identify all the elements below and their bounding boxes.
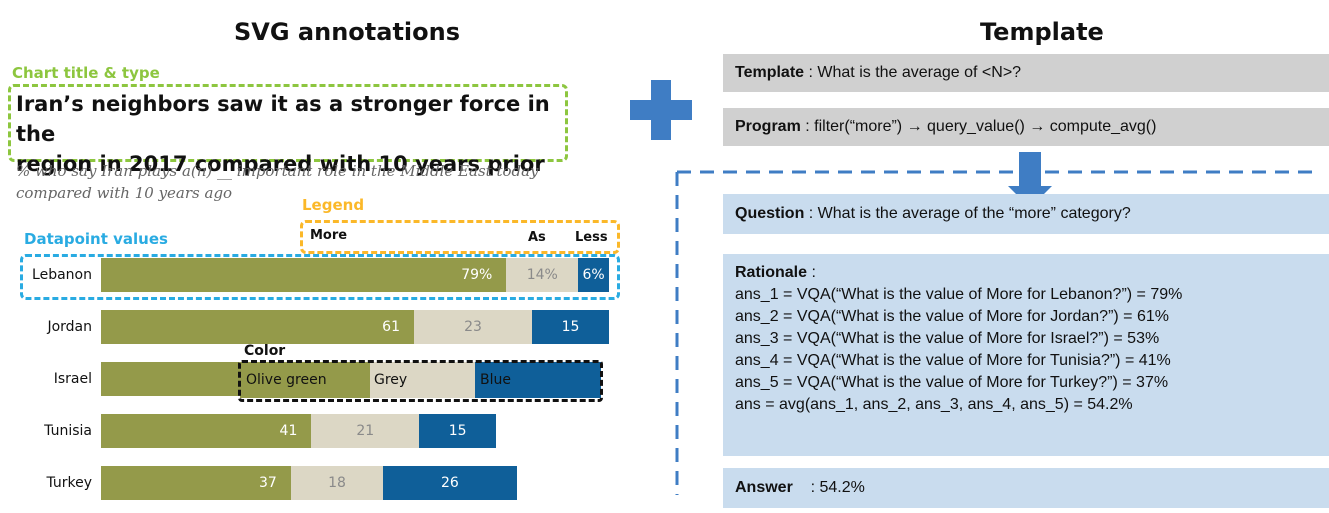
category-label-israel: Israel: [53, 371, 92, 387]
rationale-box: Rationale : ans_1 = VQA(“What is the val…: [723, 254, 1329, 456]
data-label-less-lebanon: 6%: [582, 267, 605, 283]
chart-subtitle-line-1: % who say Iran plays a(n) __ important r…: [16, 162, 539, 180]
data-label-as-turkey: 18: [328, 475, 346, 491]
program-box: Program : filter(“more”) → query_value()…: [723, 108, 1329, 146]
answer-box: Answer : 54.2%: [723, 468, 1329, 508]
rationale-label: Rationale: [735, 264, 808, 281]
data-label-less-turkey: 26: [441, 475, 459, 491]
israel-color-segments: Olive green Grey Blue: [240, 362, 601, 398]
stacked-bar-chart: Lebanon 79% 14% 6% Jordan 61 23 15 Israel Tunisia…: [0, 0, 620, 513]
legend-item-as: As: [528, 230, 546, 245]
color-sample-grey: [370, 362, 475, 398]
template-label: Template: [735, 64, 805, 81]
legend-item-more: More: [310, 228, 348, 243]
rationale-line: ans_3 = VQA(“What is the value of More f…: [735, 330, 1160, 347]
question-box: Question : What is the average of the “m…: [723, 194, 1329, 234]
legend-annotation-box: [300, 220, 620, 254]
data-label-as-jordan: 23: [464, 319, 482, 335]
rationale-line: ans_4 = VQA(“What is the value of More f…: [735, 352, 1171, 369]
bar-segment-as-tunisia: 21: [311, 414, 420, 448]
answer-text: : 54.2%: [792, 479, 865, 496]
bar-segment-less-jordan: 15: [532, 310, 609, 344]
chart-title-annotation-box: [8, 84, 568, 162]
color-label-blue: Blue: [480, 372, 511, 388]
template-text: : What is the average of <N>?: [804, 64, 1022, 81]
legend-item-less: Less: [575, 230, 608, 245]
data-label-more-tunisia: 41: [279, 423, 298, 439]
data-label-less-jordan: 15: [561, 319, 580, 335]
category-label-jordan: Jordan: [47, 319, 92, 335]
template-frame: [675, 170, 1315, 495]
chart-subtitle-line-2: compared with 10 years ago: [16, 184, 233, 202]
program-label: Program: [735, 118, 801, 135]
bar-segment-less-tunisia: 15: [419, 414, 497, 448]
data-label-more-turkey: 37: [259, 475, 277, 491]
answer-label: Answer: [735, 479, 793, 496]
chart-title-line-1: Iran’s neighbors saw it as a stronger fo…: [16, 92, 550, 146]
right-heading: Template: [980, 18, 1104, 46]
plus-icon-horizontal: [630, 100, 692, 120]
data-label-less-tunisia: 15: [448, 423, 467, 439]
color-sample-blue: [475, 362, 601, 398]
data-label-as-lebanon: 14%: [526, 267, 558, 283]
category-label-turkey: Turkey: [46, 475, 92, 491]
bar-segment-more-turkey: 37: [101, 466, 291, 500]
chart-title: Iran’s neighbors saw it as a stronger fo…: [16, 89, 576, 179]
color-sample-olive: [240, 362, 370, 398]
data-label-more-lebanon: 79%: [461, 267, 493, 283]
question-text: : What is the average of the “more” cate…: [804, 205, 1131, 222]
bar-segment-less-lebanon: 6%: [578, 258, 609, 292]
legend-annotation-label: Legend: [302, 196, 365, 214]
data-label-more-jordan: 61: [382, 319, 400, 335]
bar-segment-as-lebanon: 14%: [506, 258, 579, 292]
rationale-line: ans_1 = VQA(“What is the value of More f…: [735, 286, 1183, 303]
datapoint-values-annotation-label: Datapoint values: [24, 230, 168, 248]
category-label-tunisia: Tunisia: [44, 423, 92, 439]
bar-segment-more-jordan: 61: [101, 310, 414, 344]
rationale-suffix: :: [807, 264, 816, 281]
color-annotation-label: Color: [244, 343, 286, 359]
bar-segment-as-jordan: 23: [414, 310, 533, 344]
bar-segment-more-israel: [101, 362, 240, 396]
bar-segment-as-turkey: 18: [290, 466, 384, 500]
color-label-grey: Grey: [374, 372, 408, 388]
color-label-olive-green: Olive green: [246, 372, 327, 388]
template-box: Template : What is the average of <N>?: [723, 54, 1329, 92]
datapoint-values-annotation-box: [20, 254, 620, 300]
category-label-lebanon: Lebanon: [32, 267, 92, 283]
chart-title-line-2: region in 2017 compared with 10 years pr…: [16, 152, 545, 176]
rationale-line: ans = avg(ans_1, ans_2, ans_3, ans_4, an…: [735, 396, 1133, 413]
chart-subtitle: % who say Iran plays a(n) __ important r…: [16, 160, 616, 204]
rationale-line: ans_2 = VQA(“What is the value of More f…: [735, 308, 1169, 325]
bar-segment-more-tunisia: 41: [101, 414, 312, 448]
question-label: Question: [735, 205, 805, 222]
program-text: : filter(“more”) → query_value() → compu…: [800, 118, 1157, 135]
left-heading: SVG annotations: [234, 18, 460, 46]
rationale-line: ans_5 = VQA(“What is the value of More f…: [735, 374, 1169, 391]
data-label-as-tunisia: 21: [356, 423, 375, 439]
bar-segment-less-turkey: 26: [383, 466, 517, 500]
color-annotation-box: [238, 360, 603, 402]
bar-segment-more-lebanon: 79%: [101, 258, 507, 292]
chart-title-annotation-label: Chart title & type: [12, 64, 160, 82]
